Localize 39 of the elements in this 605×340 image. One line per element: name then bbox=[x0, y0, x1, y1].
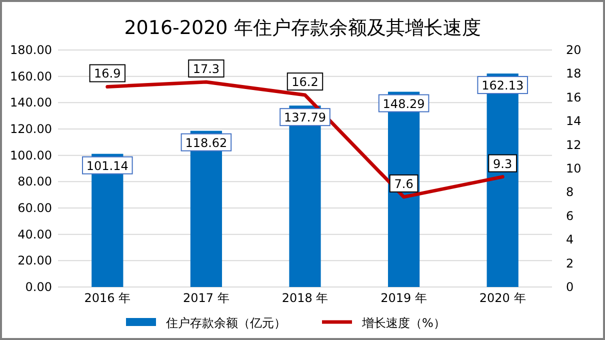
data-label: 101.14 bbox=[86, 158, 128, 173]
legend-label: 增长速度（%） bbox=[361, 316, 446, 330]
y-tick-label: 100.00 bbox=[10, 148, 52, 162]
x-tick-label: 2020 年 bbox=[479, 291, 526, 305]
y2-tick-label: 2 bbox=[566, 256, 574, 270]
chart-title: 2016-2020 年住户存款余额及其增长速度 bbox=[124, 17, 481, 39]
y2-tick-label: 16 bbox=[566, 90, 582, 104]
y-tick-label: 60.00 bbox=[18, 201, 52, 215]
y-tick-label: 180.00 bbox=[10, 43, 52, 57]
x-tick-label: 2018 年 bbox=[282, 291, 328, 305]
data-label: 16.2 bbox=[292, 75, 318, 90]
y2-tick-label: 8 bbox=[566, 185, 574, 200]
y2-tick-label: 14 bbox=[566, 114, 582, 128]
x-tick-label: 2019 年 bbox=[380, 291, 427, 305]
y-tick-label: 120.00 bbox=[10, 122, 52, 136]
data-label: 17.3 bbox=[192, 62, 220, 76]
data-label: 118.62 bbox=[185, 136, 228, 150]
y-tick-label: 140.00 bbox=[10, 96, 52, 110]
y2-tick-label: 4 bbox=[566, 232, 574, 247]
x-tick-label: 2016 年 bbox=[84, 291, 131, 305]
x-tick-label: 2017 年 bbox=[183, 291, 230, 305]
y-tick-label: 80.00 bbox=[18, 174, 52, 189]
data-label: 16.9 bbox=[94, 66, 121, 81]
y2-tick-label: 0 bbox=[566, 280, 574, 294]
data-label: 137.79 bbox=[284, 110, 326, 125]
y2-tick-label: 6 bbox=[566, 208, 574, 223]
y-tick-label: 40.00 bbox=[18, 227, 52, 242]
y2-tick-label: 12 bbox=[566, 138, 582, 152]
y2-tick-label: 20 bbox=[566, 43, 582, 57]
legend-label: 住户存款余额（亿元） bbox=[165, 316, 286, 330]
y-tick-label: 0.00 bbox=[25, 280, 52, 294]
data-label: 9.3 bbox=[493, 156, 512, 171]
y2-tick-label: 18 bbox=[566, 66, 582, 81]
y-tick-label: 160.00 bbox=[10, 69, 52, 84]
data-label: 148.29 bbox=[382, 96, 425, 111]
data-label: 162.13 bbox=[482, 78, 524, 93]
y-tick-label: 20.00 bbox=[18, 254, 52, 268]
data-label: 7.6 bbox=[394, 176, 414, 191]
y2-tick-label: 10 bbox=[566, 162, 582, 176]
